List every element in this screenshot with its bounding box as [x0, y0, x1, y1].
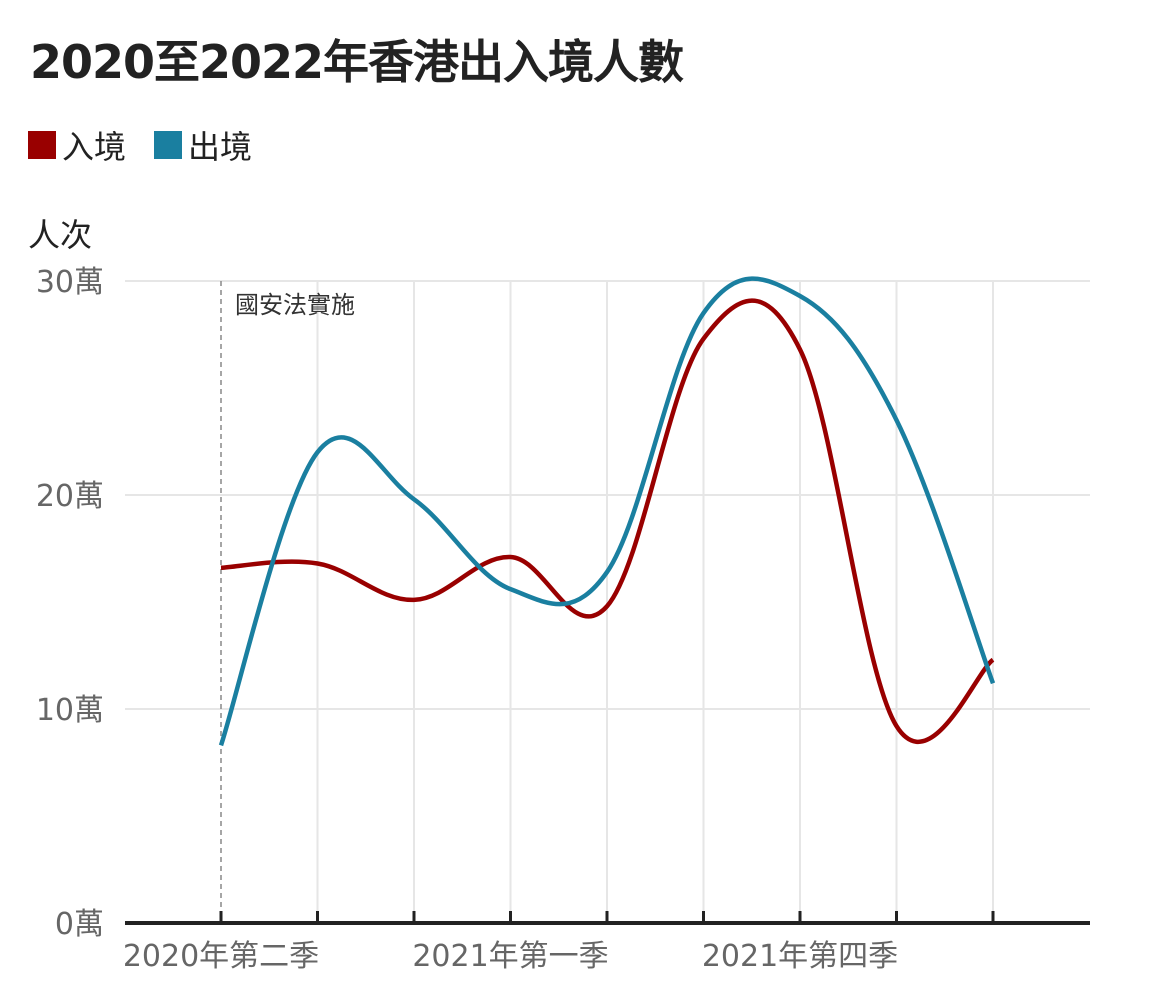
series-line-outbound [218, 276, 996, 747]
legend-label-outbound: 出境 [188, 128, 253, 166]
axis-layer: 0萬 10萬 20萬 30萬 2020年第二季 2021年第一季 2021年第四季 [36, 265, 1090, 974]
x-tick-label: 2020年第二季 [123, 939, 319, 974]
legend-item-inbound: 入境 [28, 122, 126, 168]
annotation-label: 國安法實施 [235, 291, 355, 319]
chart-title: 2020至2022年香港出入境人數 [30, 35, 684, 89]
y-tick-label: 0萬 [55, 907, 104, 942]
legend-swatch-inbound [28, 131, 56, 159]
legend-swatch-outbound [154, 131, 183, 159]
annotation-layer: 國安法實施 [220, 281, 355, 923]
y-axis-label: 人次 [28, 216, 92, 254]
y-tick-label: 20萬 [36, 479, 104, 514]
y-tick-label: 10萬 [36, 693, 104, 728]
x-tick-label: 2021年第四季 [702, 939, 898, 974]
series-line-inbound [220, 298, 995, 745]
series-layer [218, 276, 996, 747]
legend-item-outbound: 出境 [154, 122, 252, 168]
grid-layer [125, 280, 1090, 923]
x-tick-label: 2021年第一季 [412, 939, 608, 974]
legend: 入境 出境 [28, 122, 280, 168]
y-tick-label: 30萬 [36, 265, 104, 300]
legend-label-inbound: 入境 [62, 128, 127, 166]
